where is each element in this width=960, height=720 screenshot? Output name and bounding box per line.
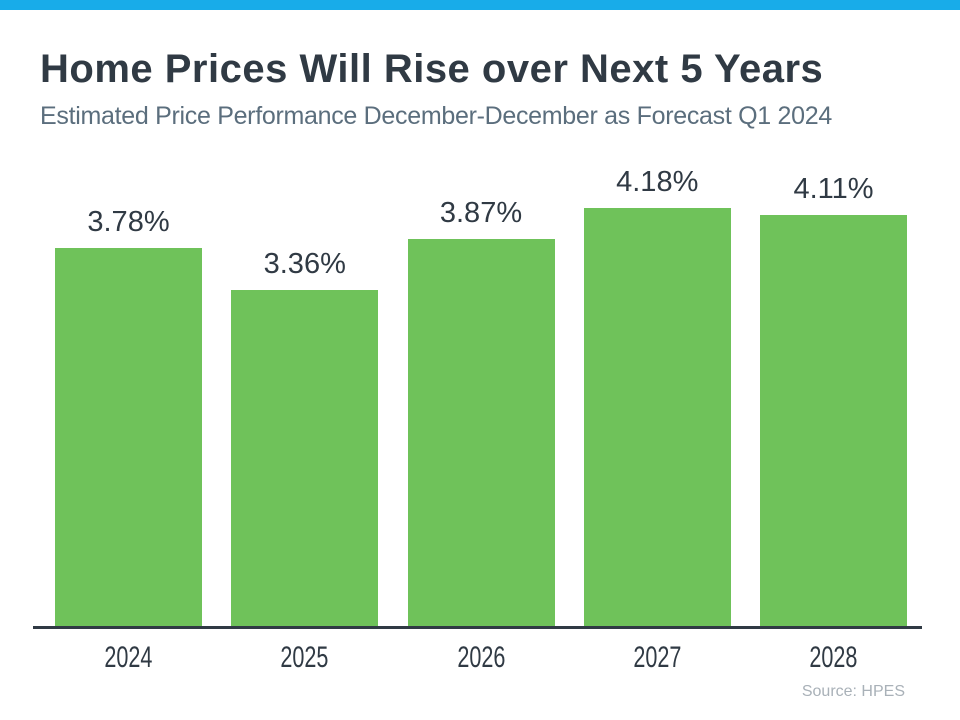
x-axis-tick-text: 2025	[280, 641, 329, 674]
x-axis-tick-label: 2028	[744, 641, 924, 675]
x-axis-line	[33, 626, 922, 629]
bar-2028	[760, 215, 907, 626]
bar-2027	[583, 208, 731, 626]
x-axis-tick-text: 2028	[809, 641, 858, 674]
x-axis-tick-label: 2024	[39, 641, 219, 675]
x-axis-tick-label: 2025	[215, 641, 395, 675]
bar-2025	[231, 290, 379, 626]
bar-value-label: 3.87%	[439, 197, 523, 229]
x-axis-tick-text: 2024	[104, 641, 153, 674]
x-axis-tick-label: 2027	[567, 641, 747, 675]
source-credit: Source: HPES	[801, 683, 905, 700]
bar-2024	[55, 248, 202, 626]
bar-2026	[407, 239, 555, 626]
x-axis-tick-label: 2026	[391, 641, 571, 675]
bar-value-label: 4.11%	[793, 173, 874, 205]
top-accent-bar	[0, 0, 960, 10]
x-axis-tick-text: 2027	[633, 641, 682, 674]
chart-title: Home Prices Will Rise over Next 5 Years	[40, 47, 824, 91]
chart-subtitle: Estimated Price Performance December-Dec…	[40, 102, 832, 130]
bar-value-label: 4.18%	[616, 166, 699, 198]
bar-value-label: 3.36%	[263, 248, 346, 280]
x-axis-tick-text: 2026	[456, 641, 506, 674]
bar-value-label: 3.78%	[87, 206, 170, 238]
